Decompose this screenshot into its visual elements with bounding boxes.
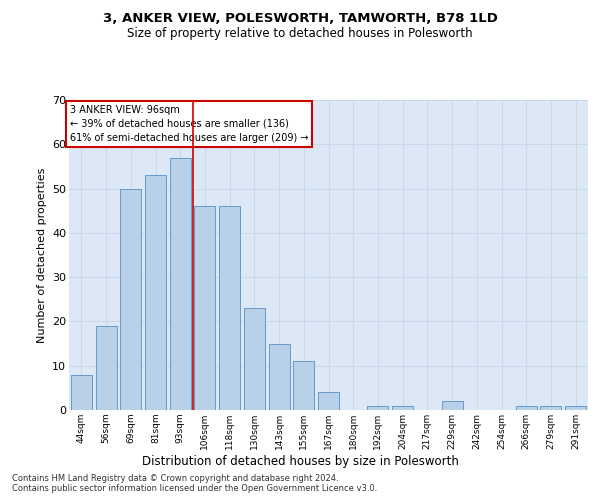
Text: 3 ANKER VIEW: 96sqm
← 39% of detached houses are smaller (136)
61% of semi-detac: 3 ANKER VIEW: 96sqm ← 39% of detached ho… — [70, 104, 308, 142]
Bar — [442, 401, 463, 410]
Bar — [269, 344, 290, 410]
Bar — [95, 326, 116, 410]
Bar — [516, 406, 537, 410]
Text: 3, ANKER VIEW, POLESWORTH, TAMWORTH, B78 1LD: 3, ANKER VIEW, POLESWORTH, TAMWORTH, B78… — [103, 12, 497, 26]
Bar — [170, 158, 191, 410]
Bar — [318, 392, 339, 410]
Bar — [367, 406, 388, 410]
Bar — [145, 176, 166, 410]
Bar — [244, 308, 265, 410]
Bar — [194, 206, 215, 410]
Bar — [293, 362, 314, 410]
Text: Contains public sector information licensed under the Open Government Licence v3: Contains public sector information licen… — [12, 484, 377, 493]
Bar — [219, 206, 240, 410]
Bar — [392, 406, 413, 410]
Bar — [71, 374, 92, 410]
Bar — [120, 188, 141, 410]
Bar — [565, 406, 586, 410]
Y-axis label: Number of detached properties: Number of detached properties — [37, 168, 47, 342]
Bar — [541, 406, 562, 410]
Text: Size of property relative to detached houses in Polesworth: Size of property relative to detached ho… — [127, 28, 473, 40]
Text: Contains HM Land Registry data © Crown copyright and database right 2024.: Contains HM Land Registry data © Crown c… — [12, 474, 338, 483]
Text: Distribution of detached houses by size in Polesworth: Distribution of detached houses by size … — [142, 455, 458, 468]
